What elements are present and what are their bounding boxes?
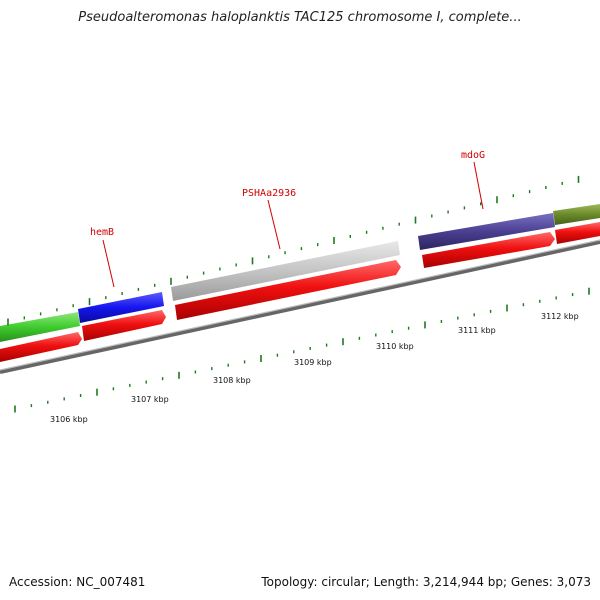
page-title: Pseudoalteromonas haloplanktis TAC125 ch… <box>78 10 522 25</box>
cds-feature[interactable] <box>555 222 600 244</box>
genome-backbone <box>0 240 600 374</box>
accession-text: Accession: NC_007481 <box>9 575 146 589</box>
gene-feature-hemB[interactable] <box>78 292 164 323</box>
cds-track <box>0 222 600 362</box>
gene-feature-green[interactable] <box>0 312 80 342</box>
gene-label-mdoG[interactable]: mdoG <box>461 150 485 161</box>
upper-tick-row <box>7 175 580 326</box>
scale-tick-row <box>14 287 590 413</box>
scale-label: 3106 kbp <box>50 415 88 424</box>
leader-line-hemB <box>102 239 115 288</box>
scale-label: 3109 kbp <box>294 358 332 367</box>
cds-feature[interactable] <box>422 232 555 268</box>
cds-feature[interactable] <box>82 310 166 341</box>
scale-label: 3110 kbp <box>376 342 414 351</box>
cds-feature[interactable] <box>0 332 82 362</box>
cds-feature[interactable] <box>175 260 401 320</box>
topology-summary-text: Topology: circular; Length: 3,214,944 bp… <box>261 575 591 589</box>
gene-feature-mdoG[interactable] <box>418 213 555 250</box>
gene-feature-PSHAa2936[interactable] <box>171 241 400 301</box>
gene-feature-olive[interactable] <box>553 204 600 225</box>
genome-backbone-highlight <box>0 239 600 371</box>
gene-label-hemB[interactable]: hemB <box>90 227 114 238</box>
leader-line-PSHAa2936 <box>267 199 281 250</box>
leader-line-mdoG <box>473 161 484 210</box>
scale-label: 3108 kbp <box>213 376 251 385</box>
scale-label: 3111 kbp <box>458 326 496 335</box>
gene-track <box>0 204 600 342</box>
gene-label-PSHAa2936[interactable]: PSHAa2936 <box>242 188 296 199</box>
scale-label: 3107 kbp <box>131 395 169 404</box>
scale-label: 3112 kbp <box>541 312 579 321</box>
